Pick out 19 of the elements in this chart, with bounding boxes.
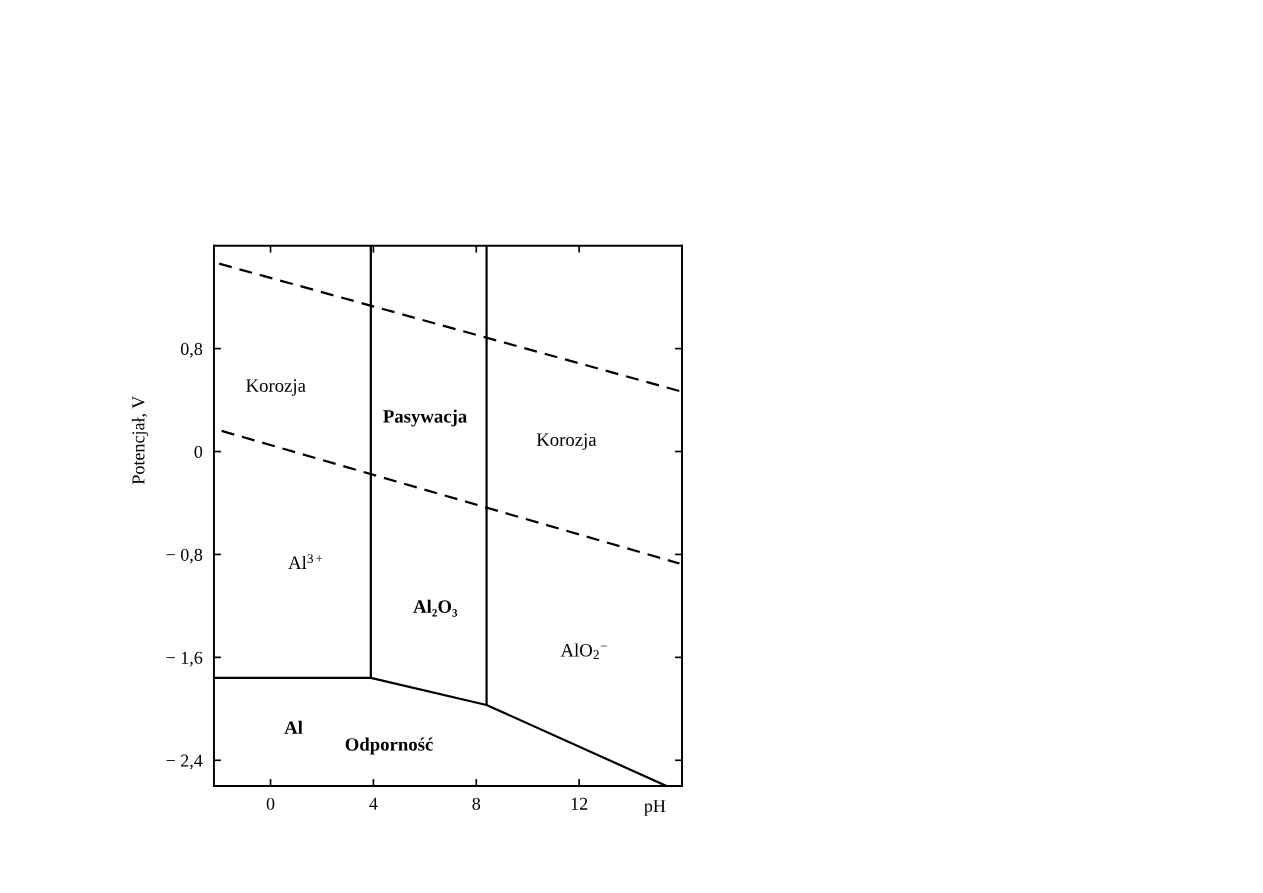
annotation: Korozja: [246, 379, 306, 396]
x-tick-label: 4: [369, 797, 378, 810]
y-tick-label: − 0,8: [166, 548, 203, 564]
annotation: Odporność: [345, 737, 433, 755]
x-tick-label: 8: [472, 797, 481, 810]
annotation: Al₂O₃: [413, 599, 458, 617]
y-tick-label: 0,8: [180, 342, 203, 358]
annotation: Pasywacja: [383, 409, 467, 427]
x-axis-title: pH: [644, 800, 666, 816]
annotation: AlO$_{2}$$^{−}$: [560, 643, 607, 659]
y-tick-label: 0: [194, 445, 203, 458]
y-tick-label: − 1,6: [166, 651, 203, 667]
x-tick-label: 0: [266, 797, 275, 810]
y-axis-title: Potencjał, V: [131, 395, 149, 485]
x-tick-label: 12: [571, 797, 588, 810]
annotation: Al$^{3+}$: [288, 554, 323, 569]
y-tick-label: − 2,4: [166, 754, 203, 770]
annotation: Al: [284, 720, 303, 734]
annotation: Korozja: [536, 433, 597, 450]
